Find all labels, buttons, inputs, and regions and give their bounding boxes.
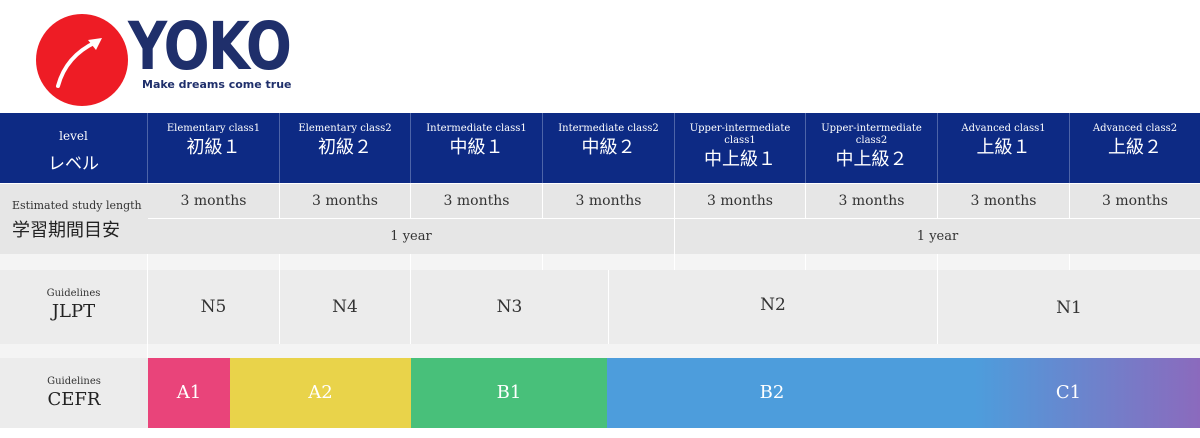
class-ja: 中上級１	[704, 149, 776, 170]
cefr-label: Guidelines CEFR	[0, 358, 148, 428]
level-col-5: Upper-intermediate class1 中上級１	[675, 113, 806, 183]
cefr-level-b2: B2	[759, 382, 785, 403]
class-en: Elementary class2	[298, 123, 392, 134]
study-length-label-ja: 学習期間目安	[12, 220, 120, 241]
class-ja: 初級１	[186, 137, 241, 158]
study-length-row: Estimated study length 学習期間目安 3 months 3…	[0, 184, 1200, 254]
level-col-1: Elementary class1 初級１	[148, 113, 280, 183]
jlpt-level: N2	[609, 270, 938, 344]
study-length-label: Estimated study length 学習期間目安	[0, 184, 148, 254]
cefr-level-a1: A1	[148, 358, 230, 428]
level-label-en: level	[59, 129, 88, 143]
cefr-label-small: Guidelines	[47, 376, 101, 387]
class-en: Upper-intermediate class1	[689, 123, 791, 146]
level-col-8: Advanced class2 上級２	[1070, 113, 1200, 183]
spacer-cell	[675, 254, 806, 270]
jlpt-label-small: Guidelines	[46, 288, 101, 299]
class-ja: 中級１	[449, 137, 504, 158]
class-en: Elementary class1	[166, 123, 261, 134]
spacer-row	[0, 254, 1200, 270]
logo-circle	[36, 14, 128, 106]
jlpt-level: N3	[411, 270, 609, 344]
level-col-4: Intermediate class2 中級２	[543, 113, 675, 183]
class-en: Advanced class2	[1092, 123, 1178, 134]
level-header-label: level レベル	[0, 113, 148, 183]
jlpt-level: N1	[1056, 298, 1082, 318]
spacer-cell	[280, 254, 411, 270]
jlpt-level: N4	[280, 270, 411, 344]
cefr-label-big: CEFR	[47, 389, 101, 410]
months-cell: 3 months	[675, 184, 806, 218]
yoko-logo[interactable]: YOKO Make dreams come true	[36, 10, 292, 106]
level-col-3: Intermediate class1 中級１	[411, 113, 543, 183]
jlpt-label: Guidelines JLPT	[0, 270, 148, 344]
months-cell: 3 months	[280, 184, 411, 218]
spacer-cell	[0, 254, 148, 270]
class-ja: 上級２	[1108, 137, 1162, 158]
months-cell: 3 months	[806, 184, 938, 218]
jlpt-label-big: JLPT	[51, 301, 96, 322]
year-cell: 1 year	[148, 218, 675, 254]
spacer-cell	[938, 254, 1070, 270]
months-cell: 3 months	[411, 184, 543, 218]
months-cell: 3 months	[1102, 193, 1168, 209]
jlpt-row: Guidelines JLPT N5 N4 N3 N2 N1	[0, 270, 1200, 344]
level-col-7: Advanced class1 上級１	[938, 113, 1070, 183]
arrow-icon	[56, 38, 102, 88]
class-en: Upper-intermediate class2	[821, 123, 922, 146]
level-label-ja: レベル	[48, 154, 99, 174]
study-length-label-en: Estimated study length	[12, 199, 142, 212]
class-ja: 中級２	[581, 137, 636, 158]
months-cell: 3 months	[148, 184, 280, 218]
level-col-6: Upper-intermediate class2 中上級２	[806, 113, 938, 183]
cefr-level-c1: C1	[1055, 382, 1082, 403]
jlpt-level: N5	[148, 270, 280, 344]
class-en: Advanced class1	[961, 123, 1046, 134]
class-ja: 初級２	[318, 137, 372, 158]
cefr-level-b1: B1	[411, 358, 607, 428]
class-en: Intermediate class1	[426, 123, 527, 134]
spacer-cell	[0, 344, 148, 358]
level-header-row: level レベル Elementary class1 初級１ Elementa…	[0, 113, 1200, 183]
year-cell: 1 year	[675, 218, 1200, 254]
level-col-2: Elementary class2 初級２	[280, 113, 411, 183]
months-cell: 3 months	[938, 184, 1070, 218]
spacer-cell	[411, 254, 543, 270]
spacer-row	[0, 344, 1200, 358]
class-ja: 上級１	[976, 137, 1031, 158]
spacer-cell	[543, 254, 675, 270]
spacer-cell	[806, 254, 938, 270]
spacer-cell	[148, 254, 280, 270]
logo-wordmark: YOKO	[128, 8, 292, 85]
months-cell: 3 months	[543, 184, 675, 218]
class-ja: 中上級２	[835, 149, 908, 170]
logo-tagline: Make dreams come true	[142, 78, 292, 91]
cefr-row: Guidelines CEFR A1 A2 B1 B2 C1	[0, 358, 1200, 428]
class-en: Intermediate class2	[558, 123, 659, 134]
cefr-level-b2-c1-band: B2 C1	[607, 358, 1200, 428]
cefr-level-a2: A2	[230, 358, 411, 428]
